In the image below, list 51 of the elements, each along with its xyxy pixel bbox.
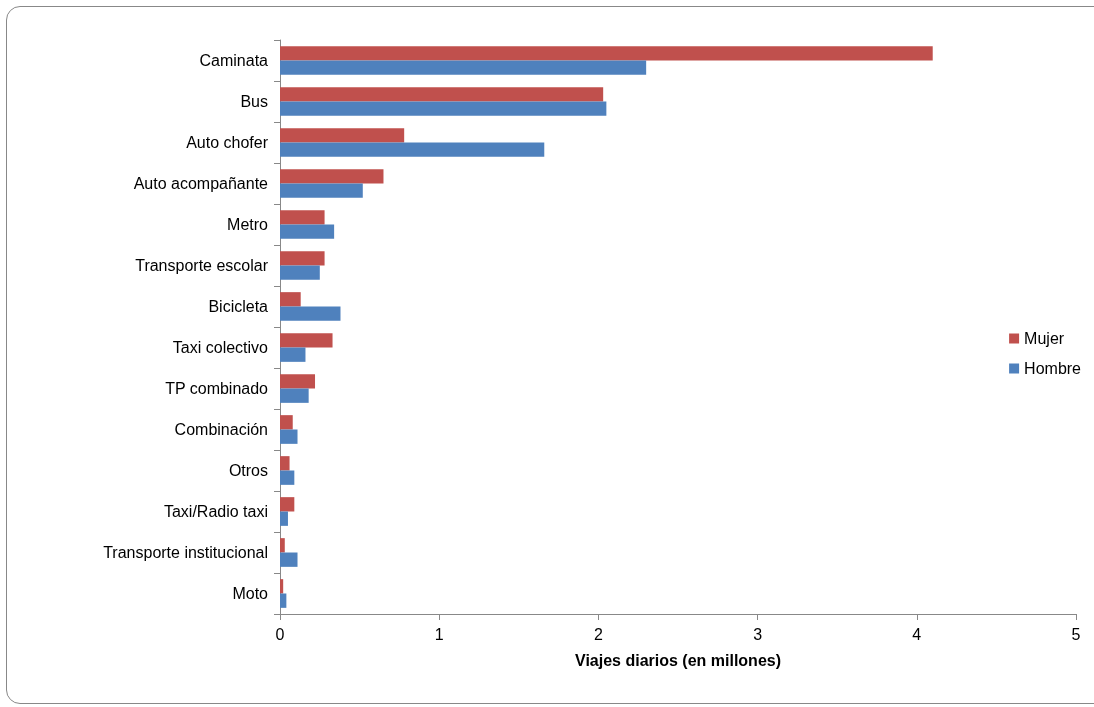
bar: [280, 210, 325, 225]
bar: [280, 169, 384, 184]
bar: [280, 538, 285, 553]
bar: [280, 306, 341, 321]
y-tick-label: Caminata: [199, 52, 269, 69]
y-tick-label: Transporte institucional: [103, 544, 268, 561]
x-tick-label: 5: [1071, 625, 1081, 643]
legend-label: Hombre: [1024, 360, 1082, 377]
y-tick-label: Bus: [240, 93, 268, 110]
legend-label: Mujer: [1024, 330, 1065, 347]
bar: [280, 142, 545, 157]
bar: [280, 128, 405, 143]
bar: [280, 183, 363, 198]
y-tick-label: TP combinado: [165, 380, 269, 397]
bar: [280, 46, 933, 61]
bar: [280, 224, 335, 239]
y-tick-label: Bicicleta: [208, 298, 269, 315]
bar: [280, 101, 607, 116]
bar: [280, 347, 306, 362]
y-tick-label: Combinación: [174, 421, 268, 438]
x-tick-label: 4: [912, 625, 922, 643]
bar: [280, 60, 647, 75]
x-axis-title: Viajes diarios (en millones): [575, 651, 781, 669]
x-tick-label: 3: [753, 625, 763, 643]
x-tick-label: 0: [275, 625, 285, 643]
bar: [280, 292, 301, 307]
bar: [280, 579, 284, 594]
bar: [280, 511, 288, 526]
y-tick-label: Taxi colectivo: [172, 339, 269, 356]
y-tick-label: Transporte escolar: [135, 257, 269, 274]
bar: [280, 388, 309, 403]
x-tick-label: 2: [593, 625, 603, 643]
y-tick-label: Auto chofer: [186, 134, 269, 151]
y-tick-label: Taxi/Radio taxi: [163, 503, 268, 520]
y-tick-label: Metro: [227, 216, 269, 233]
bar: [280, 251, 325, 266]
bar: [280, 87, 604, 102]
x-tick-label: 1: [434, 625, 444, 643]
y-tick-label: Otros: [228, 462, 268, 479]
bar: [280, 552, 298, 567]
bar: [280, 374, 316, 389]
bar: [280, 429, 298, 444]
bar: [280, 265, 320, 280]
bar: [280, 333, 333, 348]
bar: [280, 415, 293, 430]
bar: [280, 470, 295, 485]
bar: [280, 593, 287, 608]
bar: [280, 456, 290, 471]
y-tick-label: Moto: [232, 585, 269, 602]
bar: [280, 497, 295, 512]
y-tick-label: Auto acompañante: [133, 175, 269, 192]
